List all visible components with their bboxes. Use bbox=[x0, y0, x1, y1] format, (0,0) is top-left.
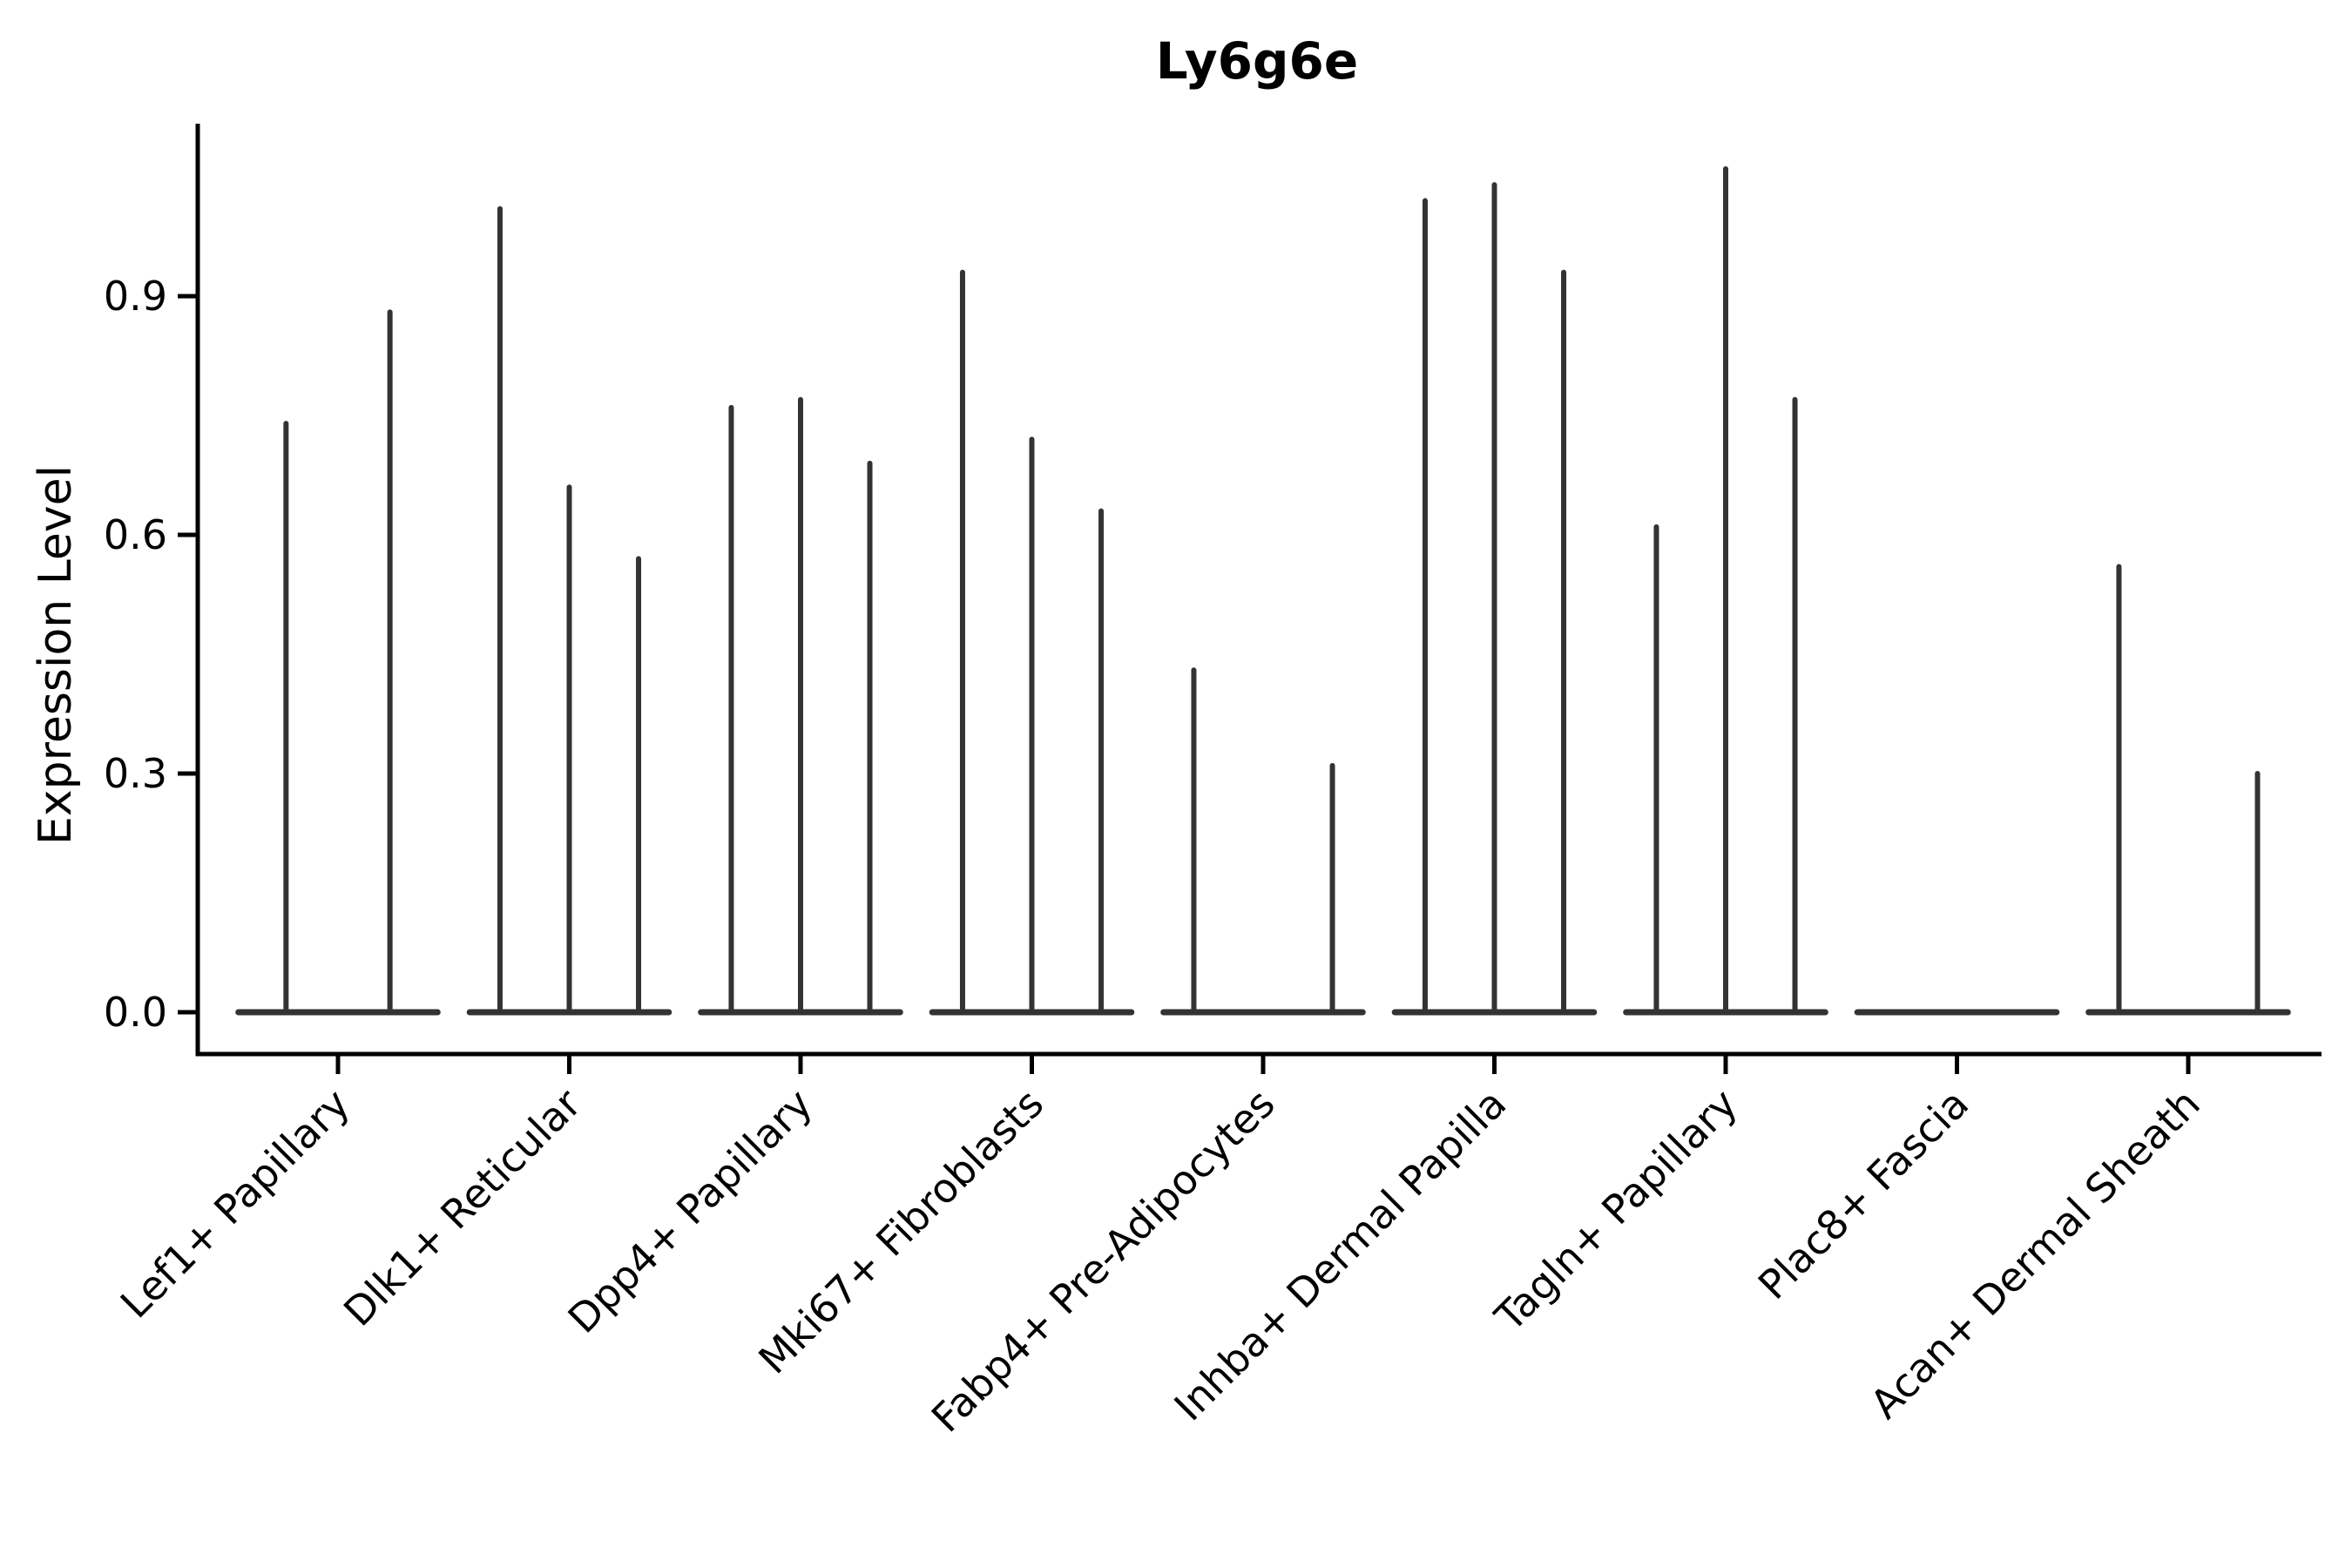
x-tick-label: Plac8+ Fascia bbox=[1749, 1080, 1977, 1308]
y-axis-label: Expression Level bbox=[30, 464, 82, 846]
y-tick-label: 0.3 bbox=[104, 750, 167, 797]
x-tick-label: Lef1+ Papillary bbox=[112, 1080, 359, 1328]
y-tick-label: 0.9 bbox=[104, 273, 167, 320]
x-tick-label: Tagln+ Papillary bbox=[1485, 1080, 1747, 1342]
chart-title: Ly6g6e bbox=[1155, 31, 1359, 91]
y-tick-label: 0.6 bbox=[104, 511, 167, 558]
x-tick-label: Dlk1+ Reticular bbox=[335, 1080, 590, 1335]
x-tick-label: Dpp4+ Papillary bbox=[559, 1080, 821, 1342]
y-tick-label: 0.0 bbox=[104, 989, 167, 1036]
